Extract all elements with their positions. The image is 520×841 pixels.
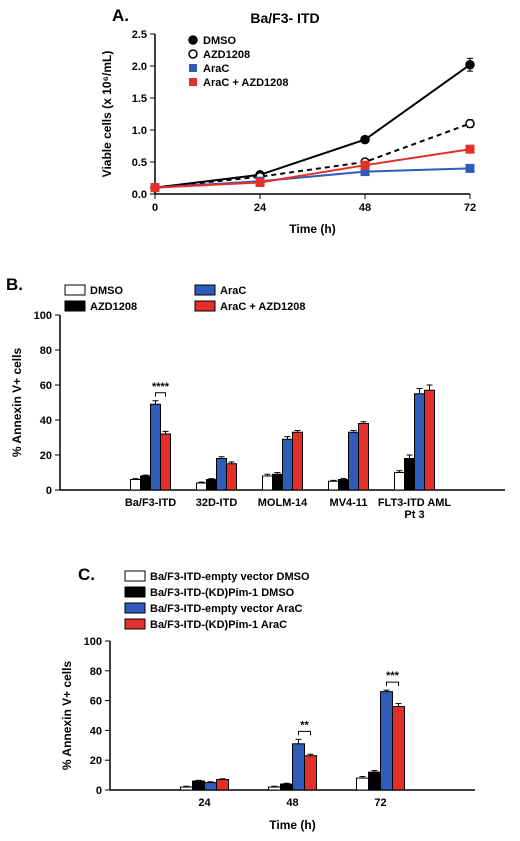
svg-text:80: 80 — [90, 666, 102, 678]
svg-text:0: 0 — [46, 485, 52, 497]
svg-text:24: 24 — [198, 797, 211, 809]
svg-text:40: 40 — [90, 725, 102, 737]
svg-text:% Annexin V+ cells: % Annexin V+ cells — [10, 348, 24, 458]
panel-b-chart: 0 20 40 60 80 100 % Annexin V+ cells Ba/F3-ITD 3… — [5, 275, 515, 535]
panel-a-chart: 0 24 48 72 0.0 0.5 1.0 1.5 2.0 2.5 Time (h) Viable … — [95, 24, 480, 239]
svg-text:0: 0 — [152, 202, 158, 214]
svg-text:Ba/F3-ITD-(KD)Pim-1 DMSO: Ba/F3-ITD-(KD)Pim-1 DMSO — [150, 587, 295, 599]
svg-text:AraC + AZD1208: AraC + AZD1208 — [203, 77, 289, 89]
svg-text:MV4-11: MV4-11 — [330, 497, 368, 509]
svg-text:Ba/F3-ITD-empty vector AraC: Ba/F3-ITD-empty vector AraC — [150, 603, 302, 615]
svg-text:48: 48 — [359, 202, 371, 214]
panel-c-chart: 0 20 40 60 80 100 % Annexin V+ cells 24 48 72 Time… — [55, 565, 485, 835]
svg-text:**: ** — [300, 719, 309, 731]
svg-text:AZD1208: AZD1208 — [203, 49, 250, 61]
svg-text:24: 24 — [254, 202, 267, 214]
svg-text:Pt 3: Pt 3 — [404, 509, 424, 521]
svg-text:0.0: 0.0 — [132, 189, 147, 201]
svg-text:0.5: 0.5 — [132, 157, 147, 169]
svg-text:0: 0 — [96, 785, 102, 797]
svg-text:48: 48 — [286, 797, 298, 809]
svg-text:2.0: 2.0 — [132, 61, 147, 73]
svg-text:Ba/F3-ITD: Ba/F3-ITD — [125, 497, 176, 509]
svg-text:100: 100 — [34, 310, 52, 322]
svg-text:****: **** — [152, 381, 170, 393]
svg-text:Time (h): Time (h) — [289, 222, 335, 236]
svg-text:20: 20 — [90, 755, 102, 767]
svg-text:60: 60 — [90, 696, 102, 708]
svg-text:Ba/F3-ITD-empty vector DMSO: Ba/F3-ITD-empty vector DMSO — [150, 571, 310, 583]
svg-text:60: 60 — [40, 380, 52, 392]
svg-text:AraC: AraC — [203, 63, 229, 75]
svg-text:Time (h): Time (h) — [269, 818, 315, 832]
svg-text:DMSO: DMSO — [90, 285, 123, 297]
svg-text:100: 100 — [84, 636, 102, 648]
svg-text:72: 72 — [464, 202, 476, 214]
svg-text:***: *** — [386, 670, 400, 682]
svg-text:40: 40 — [40, 415, 52, 427]
svg-text:2.5: 2.5 — [132, 29, 147, 41]
svg-text:Viable cells (x 10⁶/mL): Viable cells (x 10⁶/mL) — [100, 51, 114, 178]
svg-text:1.0: 1.0 — [132, 125, 147, 137]
svg-text:MOLM-14: MOLM-14 — [258, 497, 308, 509]
svg-text:FLT3-ITD AML: FLT3-ITD AML — [378, 497, 452, 509]
svg-text:DMSO: DMSO — [203, 35, 236, 47]
svg-text:AraC + AZD1208: AraC + AZD1208 — [220, 301, 306, 313]
svg-text:Ba/F3-ITD-(KD)Pim-1 AraC: Ba/F3-ITD-(KD)Pim-1 AraC — [150, 619, 287, 631]
svg-text:AraC: AraC — [220, 285, 246, 297]
svg-text:80: 80 — [40, 345, 52, 357]
panel-a-label: A. — [112, 6, 129, 26]
svg-text:% Annexin V+ cells: % Annexin V+ cells — [60, 661, 74, 771]
svg-text:32D-ITD: 32D-ITD — [196, 497, 238, 509]
svg-text:72: 72 — [374, 797, 386, 809]
svg-text:20: 20 — [40, 450, 52, 462]
svg-text:AZD1208: AZD1208 — [90, 301, 137, 313]
svg-text:1.5: 1.5 — [132, 93, 147, 105]
